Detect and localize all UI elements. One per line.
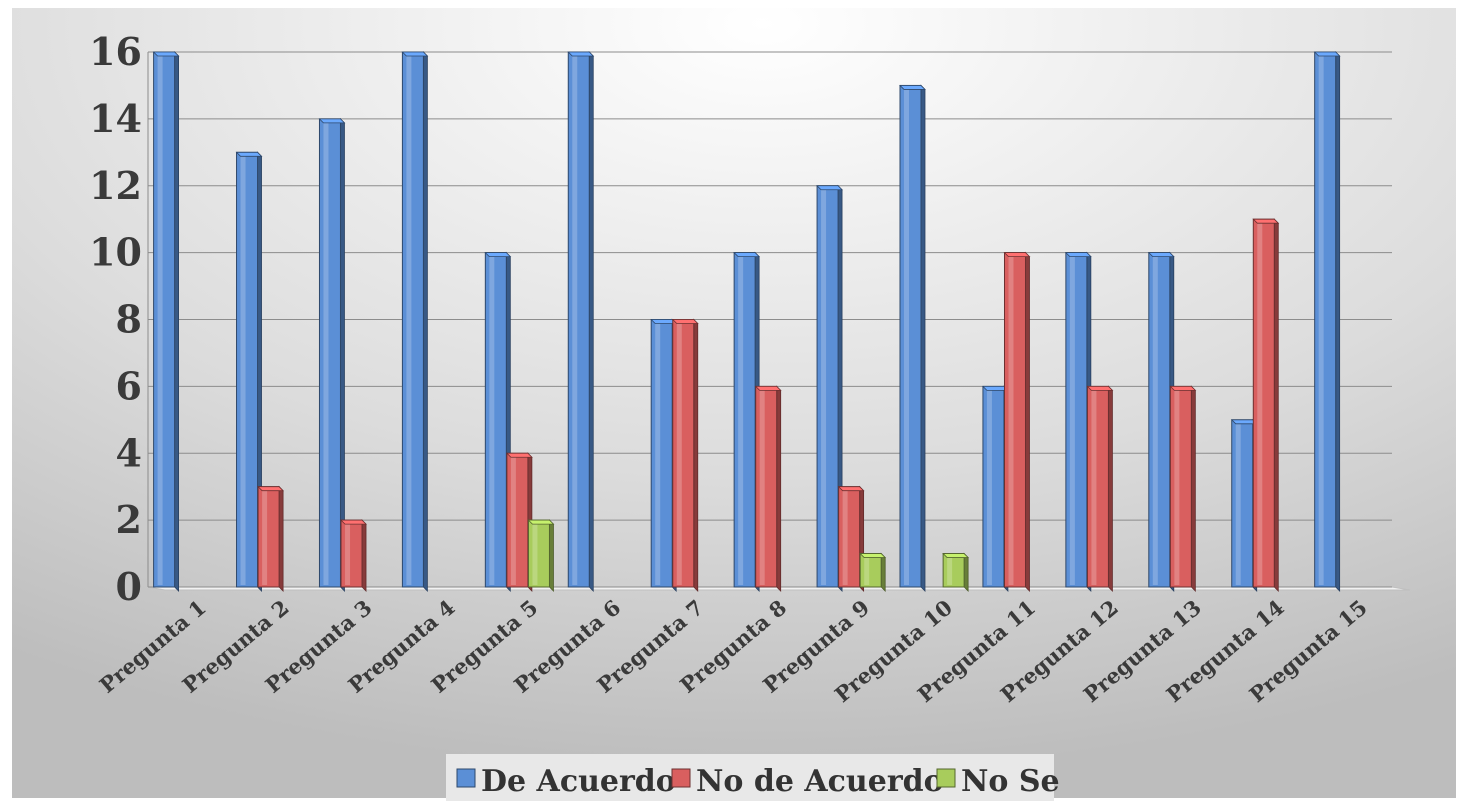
bar-de-acuerdo	[235, 151, 263, 592]
bar-no-de-acuerdo	[671, 318, 699, 592]
bar-de-acuerdo	[318, 117, 346, 592]
y-tick-label: 6	[116, 363, 142, 408]
bar-no-se	[859, 552, 887, 592]
legend: De Acuerdo No de Acuerdo No Se	[446, 754, 1060, 801]
bar-no-de-acuerdo	[1003, 251, 1031, 592]
bar-de-acuerdo	[1064, 251, 1092, 592]
bar-no-de-acuerdo	[1169, 385, 1197, 592]
legend-item: No Se	[936, 764, 1060, 799]
legend-label: No Se	[961, 764, 1060, 799]
legend-label: De Acuerdo	[481, 764, 676, 799]
bar-no-de-acuerdo	[837, 485, 865, 592]
bar-de-acuerdo	[567, 51, 595, 592]
bar-de-acuerdo	[484, 251, 512, 592]
y-tick-label: 2	[116, 497, 142, 542]
bar-no-de-acuerdo	[257, 485, 285, 592]
bar-de-acuerdo	[401, 51, 429, 592]
bar-de-acuerdo	[1313, 51, 1341, 592]
bar-de-acuerdo	[152, 51, 180, 592]
y-tick-label: 0	[116, 564, 142, 609]
y-tick-label: 10	[89, 230, 142, 275]
y-tick-label: 12	[89, 163, 142, 208]
bar-no-de-acuerdo	[340, 519, 367, 592]
y-tick-label: 8	[116, 297, 142, 342]
legend-item: De Acuerdo	[456, 764, 676, 799]
y-tick-label: 16	[89, 29, 142, 74]
bar-no-de-acuerdo	[1086, 385, 1114, 592]
bar-no-de-acuerdo	[754, 385, 782, 592]
legend-label: No de Acuerdo	[696, 764, 944, 799]
bars	[152, 51, 1341, 592]
bar-de-acuerdo	[899, 84, 926, 592]
y-axis-tick-labels: 0 2 4 6 8 10 12 14 16	[89, 29, 142, 609]
legend-swatch	[456, 768, 476, 788]
y-tick-label: 14	[89, 96, 142, 141]
bar-no-se	[527, 519, 555, 592]
legend-item: No de Acuerdo	[671, 764, 944, 799]
y-tick-label: 4	[116, 430, 142, 475]
bar-no-de-acuerdo	[1252, 218, 1280, 592]
legend-swatch	[936, 768, 956, 788]
legend-swatch	[671, 768, 691, 788]
bar-no-se	[942, 552, 970, 592]
